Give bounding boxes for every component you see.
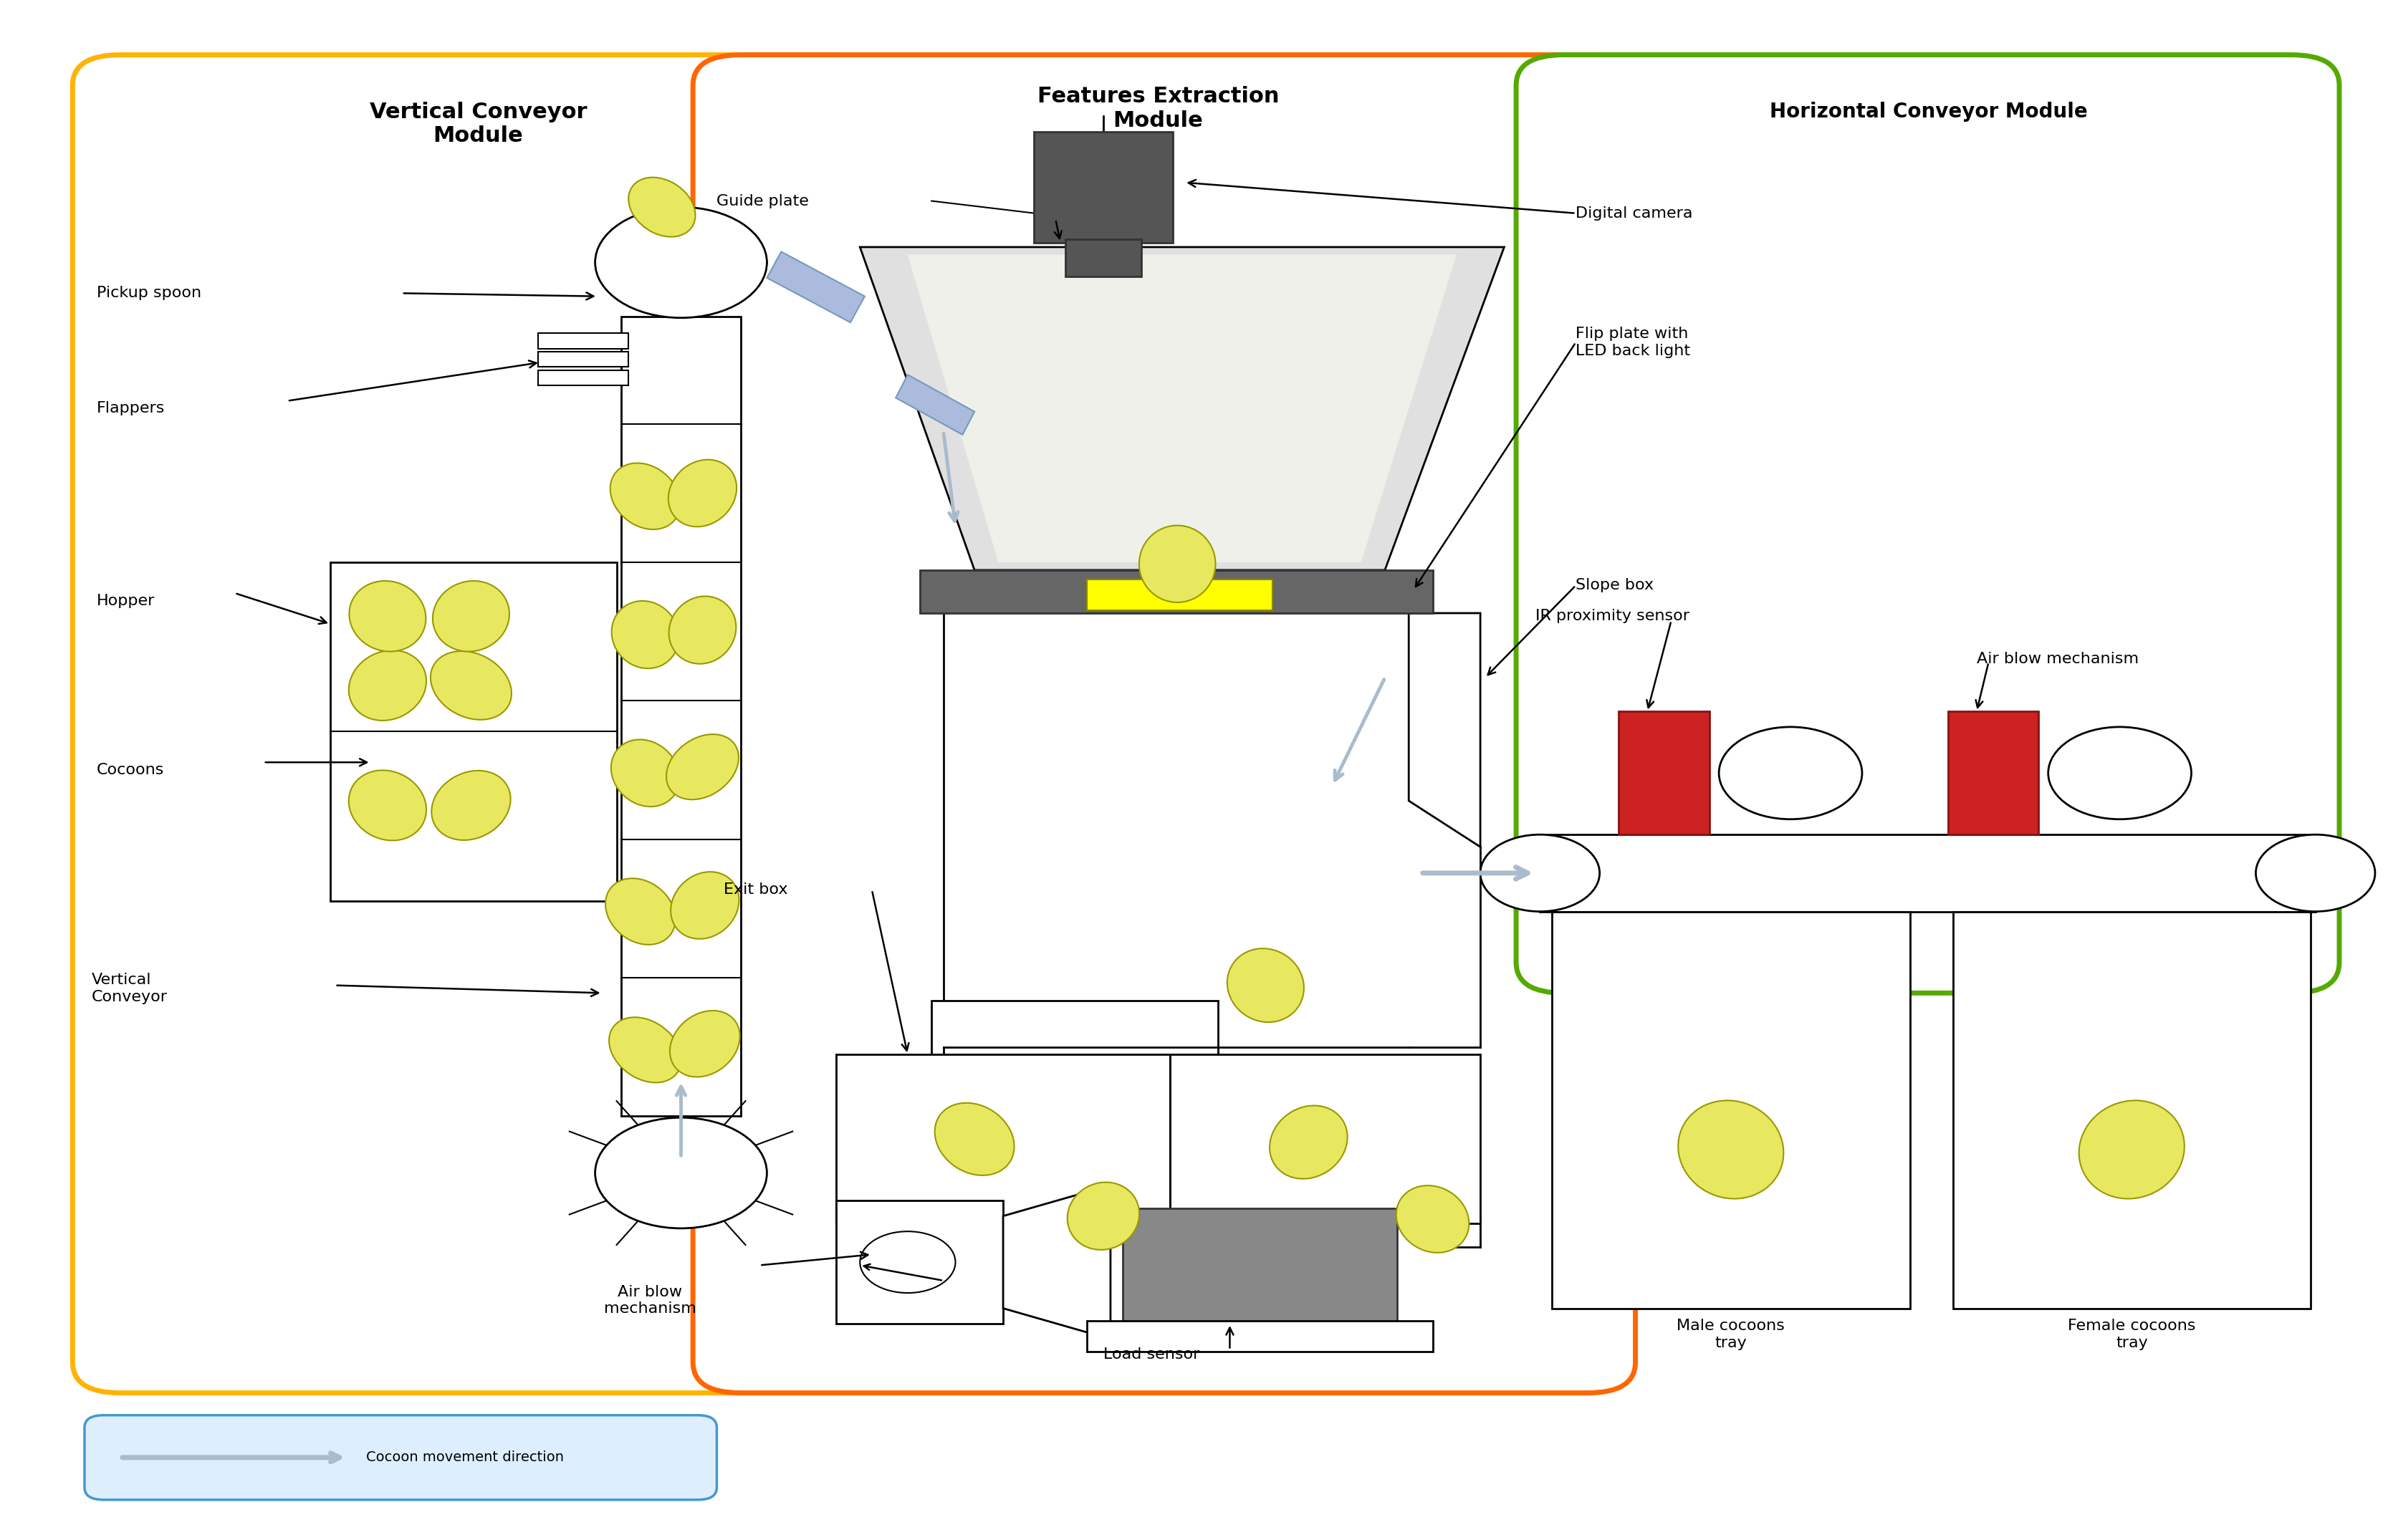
Ellipse shape bbox=[1270, 1106, 1347, 1178]
Ellipse shape bbox=[611, 601, 678, 668]
Text: Female cocoons
tray: Female cocoons tray bbox=[2068, 1318, 2195, 1351]
Ellipse shape bbox=[666, 735, 738, 799]
FancyBboxPatch shape bbox=[1170, 1055, 1481, 1224]
FancyBboxPatch shape bbox=[693, 55, 1636, 1392]
Circle shape bbox=[595, 1118, 767, 1229]
Ellipse shape bbox=[671, 872, 738, 939]
Text: Cocoons: Cocoons bbox=[96, 762, 165, 778]
Ellipse shape bbox=[669, 596, 736, 664]
FancyBboxPatch shape bbox=[1949, 711, 2039, 835]
Polygon shape bbox=[767, 251, 864, 322]
Ellipse shape bbox=[432, 581, 509, 651]
Text: Cocoon movement direction: Cocoon movement direction bbox=[365, 1451, 564, 1465]
Ellipse shape bbox=[349, 770, 427, 841]
Ellipse shape bbox=[669, 459, 736, 527]
Ellipse shape bbox=[2080, 1101, 2185, 1198]
Ellipse shape bbox=[349, 650, 427, 721]
FancyBboxPatch shape bbox=[931, 1001, 1218, 1055]
Ellipse shape bbox=[671, 1010, 740, 1076]
Text: Guide plate: Guide plate bbox=[716, 194, 810, 208]
Circle shape bbox=[2049, 727, 2192, 819]
FancyBboxPatch shape bbox=[1065, 239, 1141, 276]
FancyBboxPatch shape bbox=[1552, 912, 1910, 1309]
Text: Male cocoons
tray: Male cocoons tray bbox=[1676, 1318, 1784, 1351]
Text: Vertical Conveyor
Module: Vertical Conveyor Module bbox=[370, 102, 587, 146]
Text: Hopper: Hopper bbox=[96, 593, 155, 608]
FancyBboxPatch shape bbox=[1122, 1209, 1397, 1324]
FancyBboxPatch shape bbox=[330, 562, 616, 901]
Ellipse shape bbox=[1139, 525, 1215, 602]
FancyBboxPatch shape bbox=[1516, 55, 2340, 993]
Circle shape bbox=[1719, 727, 1863, 819]
FancyBboxPatch shape bbox=[919, 570, 1433, 613]
Polygon shape bbox=[1003, 1186, 1110, 1340]
Ellipse shape bbox=[607, 878, 676, 944]
Circle shape bbox=[1481, 835, 1600, 912]
Ellipse shape bbox=[611, 739, 678, 807]
Ellipse shape bbox=[1067, 1183, 1139, 1250]
Circle shape bbox=[860, 1232, 955, 1294]
Polygon shape bbox=[907, 254, 1457, 562]
Text: Exit box: Exit box bbox=[724, 882, 788, 898]
Text: Features Extraction
Module: Features Extraction Module bbox=[1036, 86, 1280, 131]
Ellipse shape bbox=[430, 651, 511, 719]
Text: Horizontal Conveyor Module: Horizontal Conveyor Module bbox=[1770, 102, 2087, 122]
Polygon shape bbox=[860, 246, 1504, 570]
Text: Slope box: Slope box bbox=[1576, 579, 1655, 593]
Circle shape bbox=[595, 206, 767, 317]
Circle shape bbox=[2257, 835, 2376, 912]
Polygon shape bbox=[896, 374, 974, 434]
Ellipse shape bbox=[1679, 1101, 1784, 1198]
FancyBboxPatch shape bbox=[1034, 132, 1173, 242]
Polygon shape bbox=[1409, 613, 1481, 847]
FancyBboxPatch shape bbox=[1087, 579, 1273, 610]
Ellipse shape bbox=[609, 1018, 681, 1083]
Ellipse shape bbox=[1397, 1186, 1469, 1252]
Text: Vertical
Conveyor: Vertical Conveyor bbox=[91, 973, 167, 1004]
FancyBboxPatch shape bbox=[72, 55, 884, 1392]
Text: Load sensor: Load sensor bbox=[1103, 1348, 1199, 1361]
Text: Pickup spoon: Pickup spoon bbox=[96, 286, 201, 300]
Ellipse shape bbox=[1227, 949, 1304, 1023]
Ellipse shape bbox=[611, 464, 681, 530]
FancyBboxPatch shape bbox=[1953, 912, 2312, 1309]
FancyBboxPatch shape bbox=[1619, 711, 1710, 835]
Ellipse shape bbox=[432, 770, 511, 841]
Text: Digital camera: Digital camera bbox=[1576, 206, 1693, 220]
Ellipse shape bbox=[349, 581, 425, 651]
Ellipse shape bbox=[934, 1103, 1015, 1175]
FancyBboxPatch shape bbox=[84, 1415, 716, 1500]
Text: IR proximity sensor: IR proximity sensor bbox=[1535, 608, 1688, 624]
Text: Air blow
mechanism: Air blow mechanism bbox=[604, 1286, 697, 1317]
Ellipse shape bbox=[628, 177, 695, 237]
FancyBboxPatch shape bbox=[537, 370, 628, 385]
FancyBboxPatch shape bbox=[1087, 1321, 1433, 1352]
FancyBboxPatch shape bbox=[836, 1201, 1003, 1324]
FancyBboxPatch shape bbox=[537, 351, 628, 367]
Text: Air blow mechanism: Air blow mechanism bbox=[1977, 651, 2140, 667]
Text: Flip plate with
LED back light: Flip plate with LED back light bbox=[1576, 326, 1691, 357]
FancyBboxPatch shape bbox=[621, 316, 740, 1116]
FancyBboxPatch shape bbox=[537, 333, 628, 348]
Text: Flappers: Flappers bbox=[96, 402, 165, 416]
FancyBboxPatch shape bbox=[836, 1055, 1170, 1224]
